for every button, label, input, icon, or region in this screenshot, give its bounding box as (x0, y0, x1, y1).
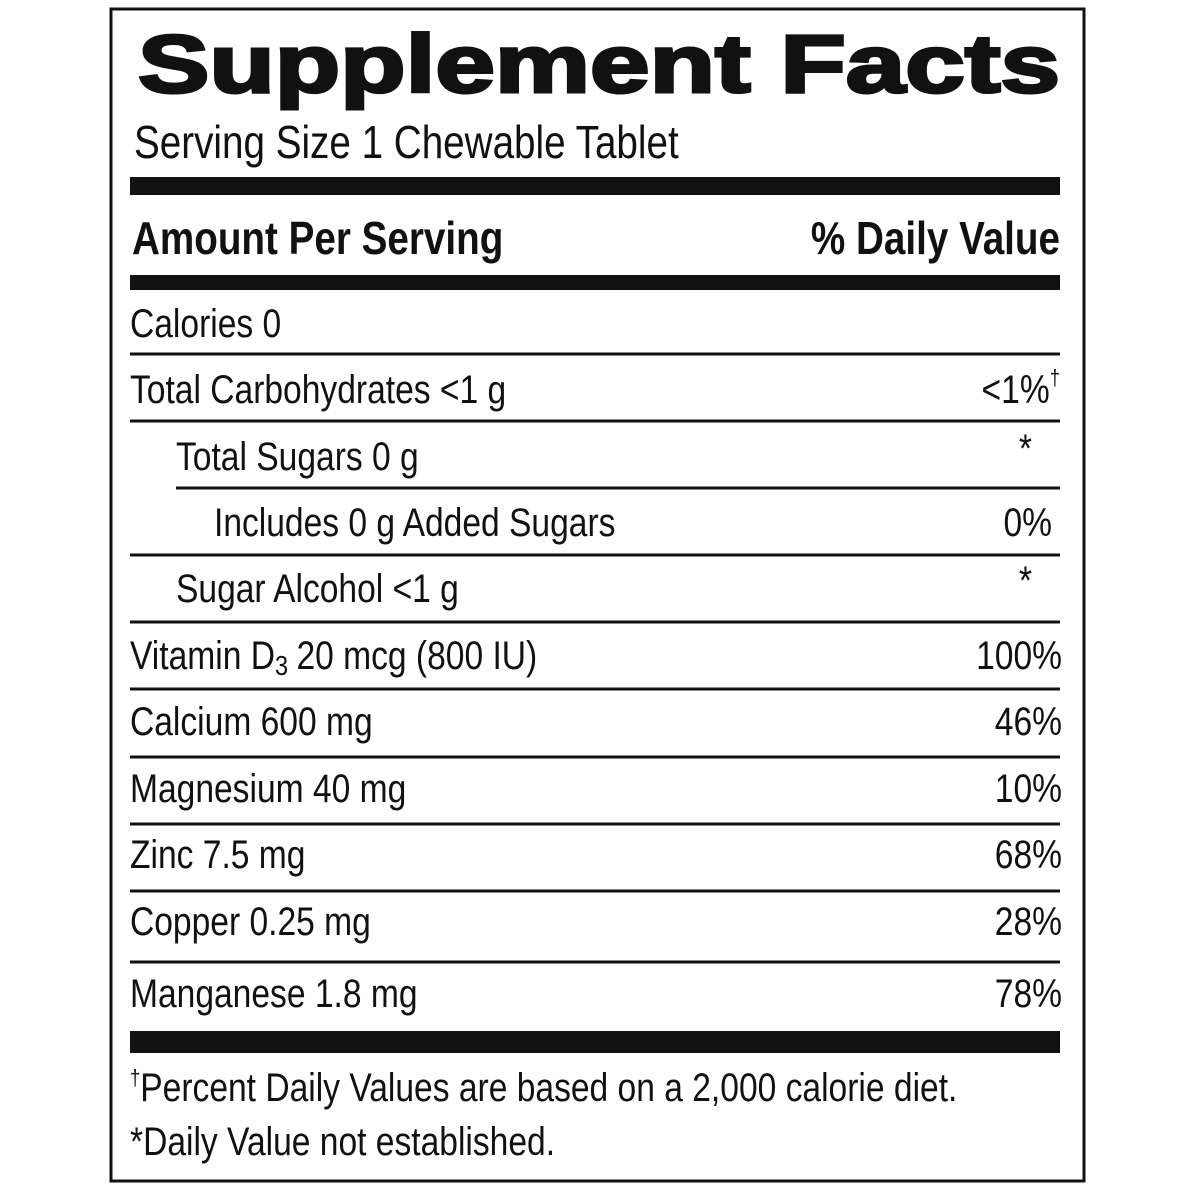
dagger: † (1050, 367, 1060, 391)
row-dv: 78% (995, 971, 1062, 1015)
bar (130, 1031, 1060, 1053)
row-dv: 0% (1003, 500, 1052, 544)
row-dv: 10% (995, 766, 1062, 810)
row-dv: 68% (995, 832, 1062, 876)
footnote: *Daily Value not established. (130, 1119, 555, 1163)
border (109, 7, 1086, 1183)
row-dv: <1%† (982, 367, 1060, 412)
row-dv: * (1019, 426, 1032, 470)
row-dv: * (1019, 558, 1032, 602)
subscript: 3 (275, 651, 288, 681)
row-label: Copper 0.25 mg (130, 899, 371, 943)
row-label: Vitamin D3 20 mcg (800 IU) (130, 633, 537, 681)
row-dv: 28% (995, 899, 1062, 943)
title: Supplement Facts (138, 19, 1060, 110)
row-dv: 100% (976, 633, 1062, 677)
amount: 20 mcg (800 IU) (296, 633, 537, 677)
footnote: †Percent Daily Values are based on a 2,0… (130, 1065, 957, 1109)
row-label: Total Carbohydrates <1 g (130, 367, 506, 411)
dv: <1% (982, 367, 1050, 411)
row-label: Manganese 1.8 mg (130, 971, 418, 1015)
row-label: Calories 0 (130, 301, 281, 345)
row-dv: 46% (995, 699, 1062, 743)
row-label: Includes 0 g Added Sugars (214, 500, 615, 544)
row-label: Calcium 600 mg (130, 699, 373, 743)
row-label: Sugar Alcohol <1 g (176, 566, 459, 610)
header-amount: Amount Per Serving (132, 213, 503, 264)
footnote-text: Percent Daily Values are based on a 2,00… (140, 1065, 957, 1109)
row-label: Zinc 7.5 mg (130, 832, 305, 876)
row-label: Magnesium 40 mg (130, 766, 406, 810)
name: Vitamin D (130, 633, 275, 677)
bar (130, 177, 1060, 195)
row-label: Total Sugars 0 g (176, 434, 419, 478)
serving-size: Serving Size 1 Chewable Tablet (134, 117, 679, 168)
bar (130, 275, 1060, 290)
header-dv: % Daily Value (811, 213, 1060, 264)
dagger: † (130, 1067, 140, 1091)
